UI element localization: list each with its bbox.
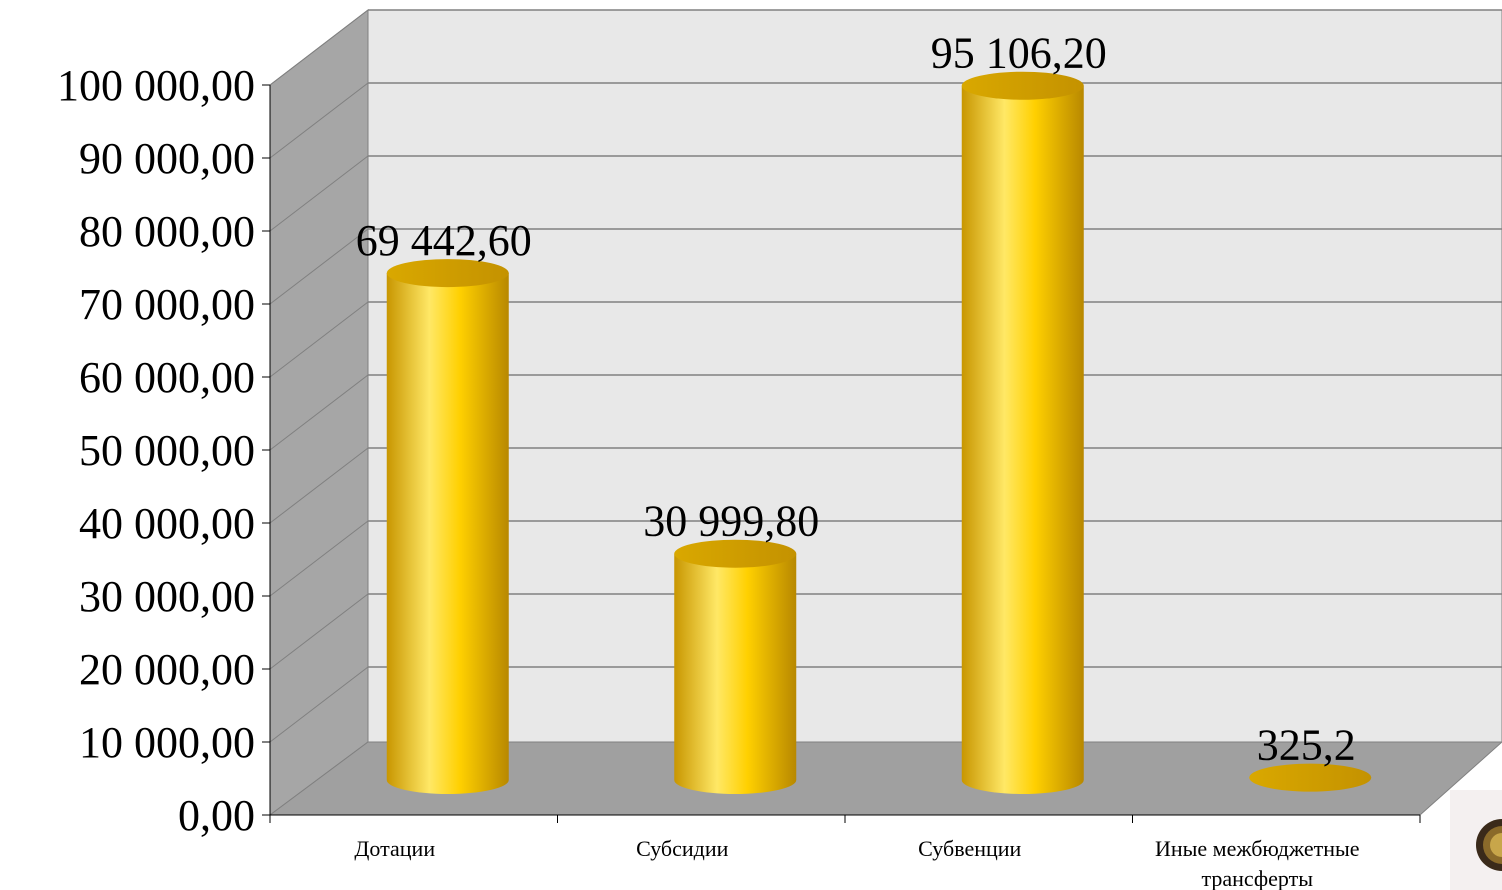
gridline-side — [269, 520, 369, 597]
bar-cap — [1249, 763, 1372, 792]
gridline-side — [269, 447, 369, 524]
y-tick-label: 60 000,00 — [79, 353, 255, 402]
y-tick-label: 10 000,00 — [79, 718, 255, 767]
y-tick-label: 0,00 — [178, 791, 255, 840]
gridline-side — [269, 228, 369, 305]
bar-body — [386, 273, 509, 794]
bar-body — [674, 553, 797, 794]
bars — [386, 71, 1372, 794]
data-label: 325,2 — [1257, 721, 1356, 770]
data-label: 69 442,60 — [356, 216, 532, 265]
gridline-side — [269, 666, 369, 743]
back-wall — [367, 9, 1502, 743]
data-label: 30 999,80 — [643, 497, 819, 546]
gridline-side — [269, 593, 369, 670]
gridlines — [269, 9, 1502, 743]
x-axis: Дотации Субсидии Субвенции Иные межбюджетны… — [269, 814, 1421, 890]
y-tick-label: 20 000,00 — [79, 645, 255, 694]
bar-cap — [961, 71, 1084, 100]
gridline-side — [269, 155, 369, 232]
y-tick-label: 100 000,00 — [57, 61, 255, 110]
bar-cap — [674, 539, 797, 568]
bar-0 — [386, 259, 509, 794]
bar-cap — [386, 259, 509, 288]
y-tick-label: 90 000,00 — [79, 134, 255, 183]
x-tick-label: Субсидии — [636, 836, 729, 861]
bar-3 — [1249, 763, 1372, 792]
bar-2 — [961, 71, 1084, 794]
y-tick-label: 50 000,00 — [79, 426, 255, 475]
gridline-side — [269, 82, 369, 159]
gridline-side — [269, 9, 369, 86]
x-tick-label: Дотации — [354, 836, 435, 861]
coin-image — [1450, 790, 1502, 890]
y-tick-label: 80 000,00 — [79, 207, 255, 256]
gridline-side — [269, 301, 369, 378]
y-tick-label: 40 000,00 — [79, 499, 255, 548]
y-tick-label: 30 000,00 — [79, 572, 255, 621]
y-axis: 0,00 10 000,00 20 000,00 30 000,00 40 000,00… — [57, 61, 271, 840]
x-tick-label: Иные межбюджетные трансферты — [1155, 836, 1360, 890]
bar-body — [961, 85, 1084, 794]
data-label: 95 106,20 — [931, 29, 1107, 78]
bar-1 — [674, 539, 797, 794]
y-tick-label: 70 000,00 — [79, 280, 255, 329]
gridline-side — [269, 374, 369, 451]
data-labels: 69 442,60 30 999,80 95 106,20 325,2 — [356, 29, 1356, 770]
x-tick-label: Субвенции — [918, 836, 1021, 861]
